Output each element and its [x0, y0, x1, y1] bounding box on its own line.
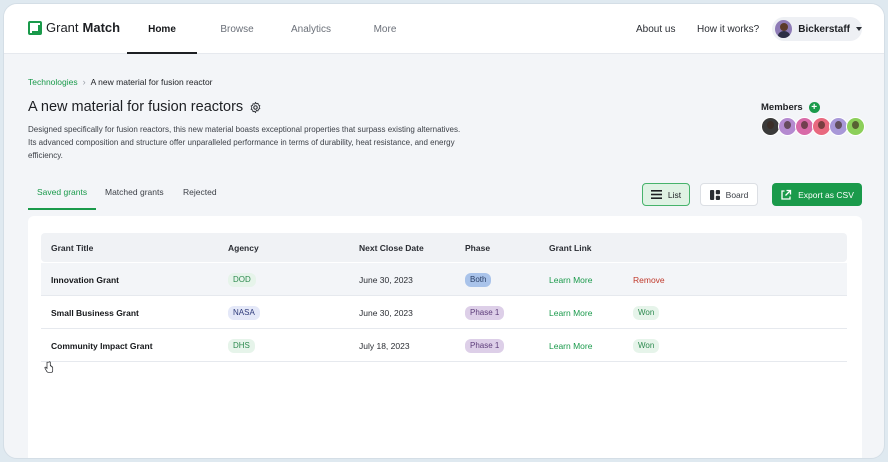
nav-tab-analytics[interactable]: Analytics: [279, 4, 343, 54]
grant-title: Community Impact Grant: [51, 340, 153, 351]
chevron-right-icon: ›: [82, 77, 86, 87]
won-badge: Won: [633, 305, 660, 320]
app-window: Grant Match Home Browse Analytics More Ab…: [3, 3, 885, 459]
export-csv-button[interactable]: Export as CSV: [772, 183, 862, 206]
members-label: Members: [761, 102, 803, 113]
nav-tab-label: More: [373, 23, 397, 35]
logo-icon: [28, 20, 42, 35]
export-csv-label: Export as CSV: [798, 189, 854, 200]
member-avatar[interactable]: [812, 117, 831, 136]
remove-button[interactable]: Remove: [633, 274, 665, 285]
close-date: June 30, 2023: [359, 307, 413, 318]
tab-saved-grants[interactable]: Saved grants: [28, 187, 96, 210]
user-menu-button[interactable]: Bickerstaff: [772, 17, 862, 41]
nav-tab-more[interactable]: More: [360, 4, 410, 54]
list-view-button[interactable]: List: [642, 183, 690, 206]
top-navigation-bar: Grant Match Home Browse Analytics More Ab…: [4, 4, 884, 54]
breadcrumb-current: A new material for fusion reactor: [90, 77, 213, 87]
nav-tab-label: Home: [148, 23, 176, 35]
board-view-button[interactable]: Board: [700, 183, 758, 206]
phase-badge: Phase 1: [465, 338, 505, 353]
grant-title: Innovation Grant: [51, 274, 119, 285]
how-it-works-link[interactable]: How it works?: [697, 23, 760, 35]
about-us-link[interactable]: About us: [636, 23, 676, 35]
add-member-icon[interactable]: +: [808, 102, 820, 113]
board-icon: [709, 189, 720, 200]
board-view-label: Board: [725, 189, 749, 200]
nav-tab-home[interactable]: Home: [127, 4, 197, 54]
table-row[interactable]: Innovation Grant DOD June 30, 2023 Both …: [41, 263, 847, 296]
member-avatars: [761, 117, 865, 136]
page-title: A new material for fusion reactors: [28, 99, 262, 115]
export-icon: [781, 189, 792, 200]
close-date: July 18, 2023: [359, 340, 410, 351]
list-view-label: List: [667, 189, 682, 200]
logo-prefix: Grant: [46, 20, 79, 35]
logo-suffix: Match: [82, 20, 121, 35]
page-title-text: A new material for fusion reactors: [28, 99, 244, 115]
grants-table: Grant Title Agency Next Close Date Phase…: [28, 216, 862, 458]
nav-tab-browse[interactable]: Browse: [207, 4, 267, 54]
nav-tab-label: Browse: [220, 23, 254, 35]
member-avatar[interactable]: [846, 117, 865, 136]
header-grant-link[interactable]: Grant Link: [549, 242, 592, 253]
learn-more-link[interactable]: Learn More: [549, 274, 593, 285]
page-description: Designed specifically for fusion reactor…: [28, 125, 461, 160]
members-header: Members +: [761, 102, 820, 113]
close-date: June 30, 2023: [359, 274, 413, 285]
nav-tab-label: Analytics: [290, 23, 331, 35]
tab-label: Saved grants: [37, 187, 88, 197]
user-name: Bickerstaff: [798, 23, 850, 35]
breadcrumb: Technologies › A new material for fusion…: [28, 77, 213, 87]
tab-label: Matched grants: [105, 187, 164, 197]
table-row[interactable]: Small Business Grant NASA June 30, 2023 …: [41, 296, 847, 329]
grantmatch-logo[interactable]: Grant Match: [28, 20, 120, 35]
gear-icon[interactable]: [249, 101, 262, 114]
grant-title: Small Business Grant: [51, 307, 139, 318]
phase-badge: Both: [465, 272, 492, 287]
table-row[interactable]: Community Impact Grant DHS July 18, 2023…: [41, 329, 847, 362]
header-grant-title[interactable]: Grant Title: [51, 242, 94, 253]
header-phase[interactable]: Phase: [465, 242, 491, 253]
phase-badge: Phase 1: [465, 305, 505, 320]
breadcrumb-technologies-link[interactable]: Technologies: [28, 77, 78, 87]
table-header: Grant Title Agency Next Close Date Phase…: [41, 233, 847, 262]
learn-more-link[interactable]: Learn More: [549, 340, 593, 351]
user-avatar: [775, 20, 793, 38]
hand-cursor-icon: [44, 361, 54, 373]
won-badge: Won: [633, 338, 660, 353]
tab-rejected[interactable]: Rejected: [183, 187, 217, 210]
header-next-close-date[interactable]: Next Close Date: [359, 242, 424, 253]
chevron-down-icon: [856, 27, 862, 31]
agency-badge: NASA: [228, 305, 260, 320]
learn-more-link[interactable]: Learn More: [549, 307, 593, 318]
tab-matched-grants[interactable]: Matched grants: [105, 187, 164, 210]
header-agency[interactable]: Agency: [228, 242, 259, 253]
list-icon: [650, 190, 662, 199]
agency-badge: DOD: [228, 272, 256, 287]
tab-label: Rejected: [183, 187, 217, 197]
agency-badge: DHS: [228, 338, 255, 353]
